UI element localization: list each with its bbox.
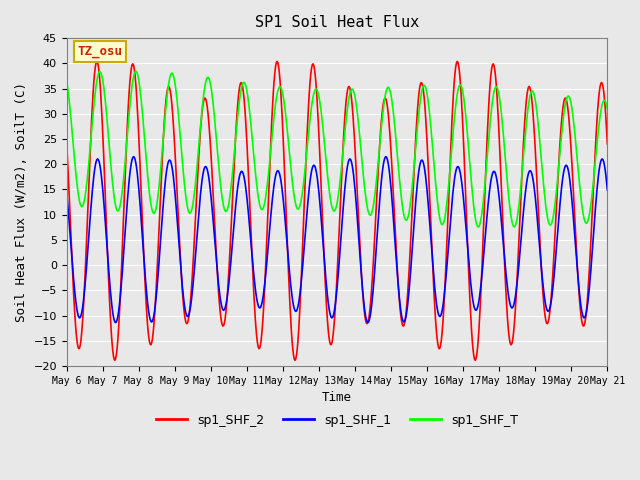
- sp1_SHF_T: [182, 196, 190, 202]
- sp1_SHF_T: [604, 106, 611, 112]
- Legend: sp1_SHF_2, sp1_SHF_1, sp1_SHF_T: sp1_SHF_2, sp1_SHF_1, sp1_SHF_T: [151, 409, 524, 432]
- sp1_SHF_T: [474, 224, 482, 230]
- Y-axis label: Soil Heat Flux (W/m2), SoilT (C): Soil Heat Flux (W/m2), SoilT (C): [15, 82, 28, 322]
- sp1_SHF_2: [436, 345, 444, 351]
- sp1_SHF_2: [93, 59, 100, 64]
- sp1_SHF_T: [132, 68, 140, 74]
- sp1_SHF_2: [330, 322, 338, 328]
- sp1_SHF_1: [183, 313, 191, 319]
- sp1_SHF_1: [436, 313, 444, 319]
- sp1_SHF_2: [556, 151, 563, 156]
- Title: SP1 Soil Heat Flux: SP1 Soil Heat Flux: [255, 15, 419, 30]
- sp1_SHF_1: [556, 209, 563, 215]
- sp1_SHF_1: [63, 191, 70, 197]
- sp1_SHF_T: [205, 77, 213, 83]
- sp1_SHF_2: [604, 141, 611, 147]
- sp1_SHF_1: [112, 320, 120, 325]
- sp1_SHF_2: [206, 138, 214, 144]
- sp1_SHF_1: [604, 187, 611, 193]
- Line: sp1_SHF_1: sp1_SHF_1: [67, 156, 607, 323]
- X-axis label: Time: Time: [322, 391, 352, 404]
- sp1_SHF_1: [330, 310, 338, 315]
- sp1_SHF_1: [130, 154, 138, 159]
- sp1_SHF_T: [382, 89, 390, 95]
- sp1_SHF_2: [63, 141, 70, 147]
- sp1_SHF_1: [383, 155, 390, 160]
- sp1_SHF_T: [556, 157, 563, 163]
- Line: sp1_SHF_2: sp1_SHF_2: [67, 61, 607, 360]
- sp1_SHF_T: [435, 212, 443, 218]
- Text: TZ_osu: TZ_osu: [77, 45, 123, 58]
- sp1_SHF_T: [330, 208, 337, 214]
- sp1_SHF_2: [183, 321, 191, 326]
- sp1_SHF_T: [63, 79, 70, 85]
- sp1_SHF_2: [111, 358, 118, 363]
- sp1_SHF_2: [383, 99, 390, 105]
- Line: sp1_SHF_T: sp1_SHF_T: [67, 71, 607, 227]
- sp1_SHF_1: [206, 186, 214, 192]
